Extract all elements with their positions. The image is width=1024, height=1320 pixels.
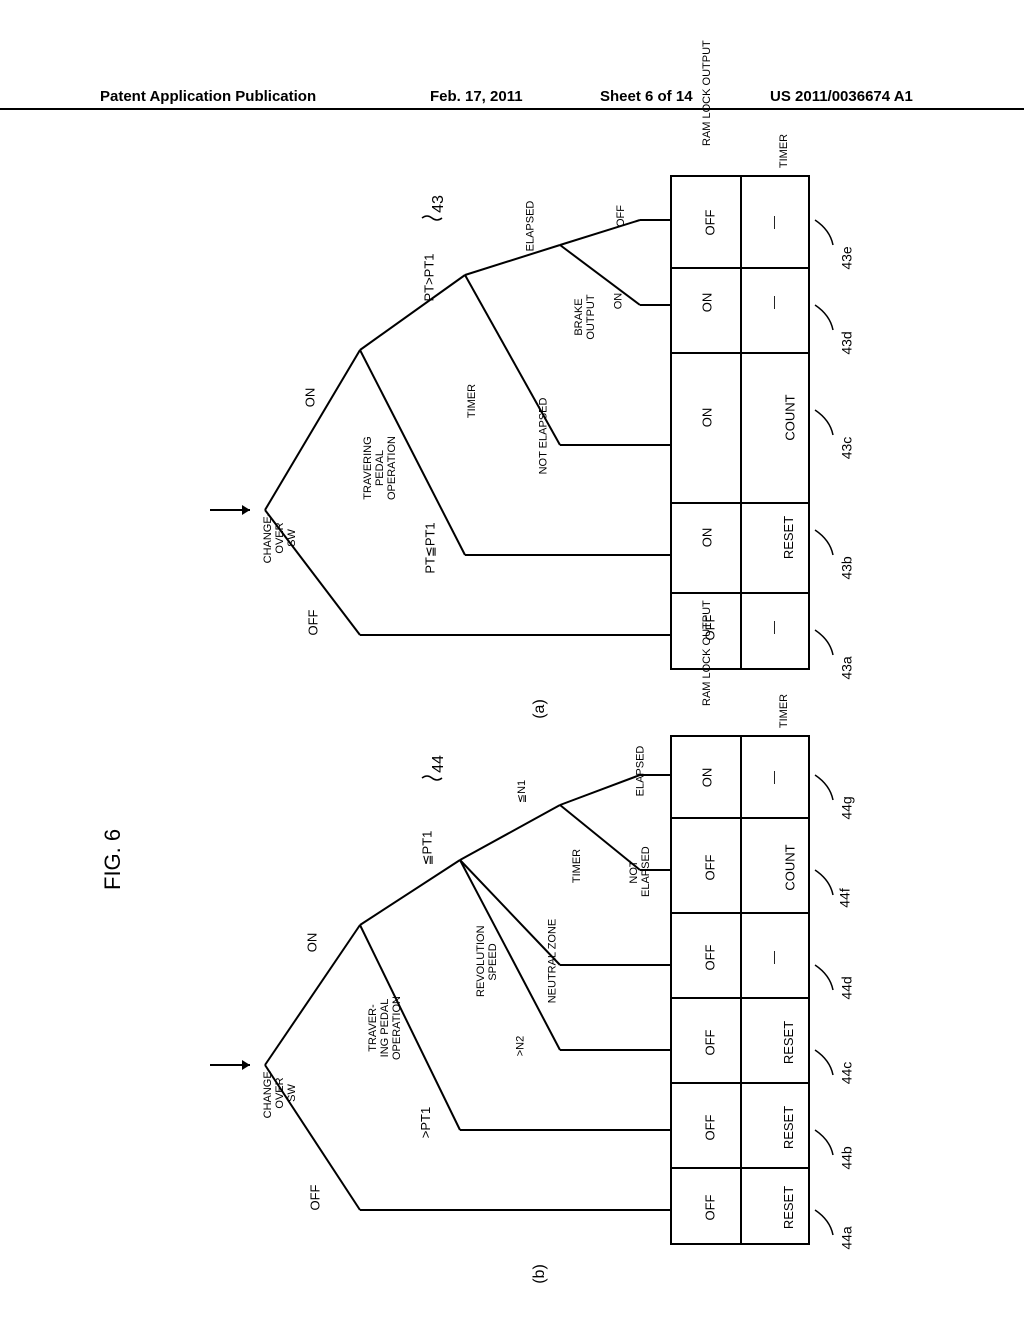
- b-le-pt1: ≦PT1: [419, 831, 435, 866]
- b-r0-ram: ON: [699, 768, 714, 788]
- b-gt-n2: >N2: [514, 1036, 526, 1057]
- b-r2-ram: OFF: [703, 945, 718, 971]
- a-timer-label: TIMER: [466, 384, 478, 418]
- a-not-elapsed: NOT ELAPSED: [537, 398, 549, 475]
- ref-43c: 43c: [838, 437, 854, 460]
- a-hdr-timer: TIMER: [778, 134, 790, 168]
- figure-label: FIG. 6: [100, 829, 126, 890]
- ref-44d: 44d: [839, 976, 855, 999]
- sub-b: (b): [531, 1264, 549, 1284]
- b-gt-pt1: >PT1: [418, 1107, 433, 1138]
- b-neutral: NEUTRAL ZONE: [546, 919, 558, 1004]
- a-r3-timer: RESET: [781, 516, 796, 559]
- b-r3-timer: RESET: [781, 1021, 796, 1064]
- a-elapsed: ELAPSED: [524, 201, 536, 252]
- b-r1-ram: OFF: [703, 855, 718, 881]
- b-on: ON: [304, 933, 319, 953]
- ref-44f: 44f: [837, 888, 853, 907]
- ref-44g: 44g: [839, 796, 855, 819]
- b-off: OFF: [308, 1185, 323, 1211]
- b-r5-timer: RESET: [781, 1186, 796, 1229]
- b-r5-ram: OFF: [703, 1195, 718, 1221]
- b-r4-timer: RESET: [781, 1106, 796, 1149]
- a-r0-ram: OFF: [703, 210, 718, 236]
- a-r1-timer: —: [766, 296, 781, 309]
- a-pt-le: PT≦PT1: [423, 522, 439, 573]
- b-not-elapsed: NOTELAPSED: [628, 847, 652, 897]
- b-root-label: CHANGE-OVERSW: [262, 1058, 298, 1128]
- a-r3-ram: ON: [699, 528, 714, 548]
- b-hdr-ram: RAM LOCK OUTPUT: [701, 686, 713, 706]
- b-le-n1: ≦N1: [515, 780, 528, 803]
- ref-44b: 44b: [839, 1146, 855, 1169]
- a-r2-timer: COUNT: [783, 394, 798, 440]
- a-brake-label: BRAKEOUTPUT: [573, 292, 597, 342]
- diagram-area: 43: [210, 160, 890, 1060]
- b-rev-label: REVOLUTIONSPEED: [475, 927, 499, 997]
- ref-44a: 44a: [839, 1226, 855, 1249]
- sub-a: (a): [531, 699, 549, 719]
- header-sheet: Sheet 6 of 14: [600, 88, 693, 105]
- ref-43d: 43d: [839, 331, 855, 354]
- b-hdr-timer: TIMER: [778, 694, 790, 728]
- a-on: ON: [302, 388, 317, 408]
- a-r0-timer: —: [766, 216, 781, 229]
- a-root-label: CHANGE-OVERSW: [262, 503, 298, 573]
- a-travering-label: TRAVERINGPEDALOPERATION: [362, 428, 398, 508]
- b-travering-label: TRAVER-ING PEDALOPERATION: [367, 988, 403, 1068]
- table-b: [670, 735, 810, 1245]
- b-r3-ram: OFF: [703, 1030, 718, 1056]
- header-publication: Patent Application Publication: [100, 88, 316, 105]
- a-r2-ram: ON: [699, 408, 714, 428]
- a-pt-gt: PT>PT1: [422, 253, 437, 301]
- ref-43a: 43a: [839, 656, 855, 679]
- b-r4-ram: OFF: [703, 1115, 718, 1141]
- header-date: Feb. 17, 2011: [430, 88, 523, 105]
- a-brake-on: ON: [612, 293, 624, 310]
- ref-43b: 43b: [839, 556, 855, 579]
- b-timer-label: TIMER: [571, 849, 583, 883]
- header-pubno: US 2011/0036674 A1: [770, 88, 913, 105]
- b-r1-timer: COUNT: [783, 844, 798, 890]
- page: Patent Application Publication Feb. 17, …: [0, 0, 1024, 1320]
- a-brake-off: OFF: [615, 205, 627, 227]
- b-r0-timer: —: [766, 771, 781, 784]
- ref-44c: 44c: [838, 1062, 854, 1085]
- b-elapsed: ELAPSED: [634, 746, 646, 797]
- ref-44: 44: [430, 755, 448, 773]
- a-r4-timer: —: [766, 621, 781, 634]
- a-hdr-ram: RAM LOCK OUTPUT: [701, 126, 713, 146]
- b-r2-timer: —: [766, 951, 781, 964]
- ref-43: 43: [430, 195, 448, 213]
- ref-43e: 43e: [839, 246, 855, 269]
- a-off: OFF: [306, 610, 321, 636]
- a-r1-ram: ON: [699, 293, 714, 313]
- page-header: Patent Application Publication Feb. 17, …: [0, 88, 1024, 110]
